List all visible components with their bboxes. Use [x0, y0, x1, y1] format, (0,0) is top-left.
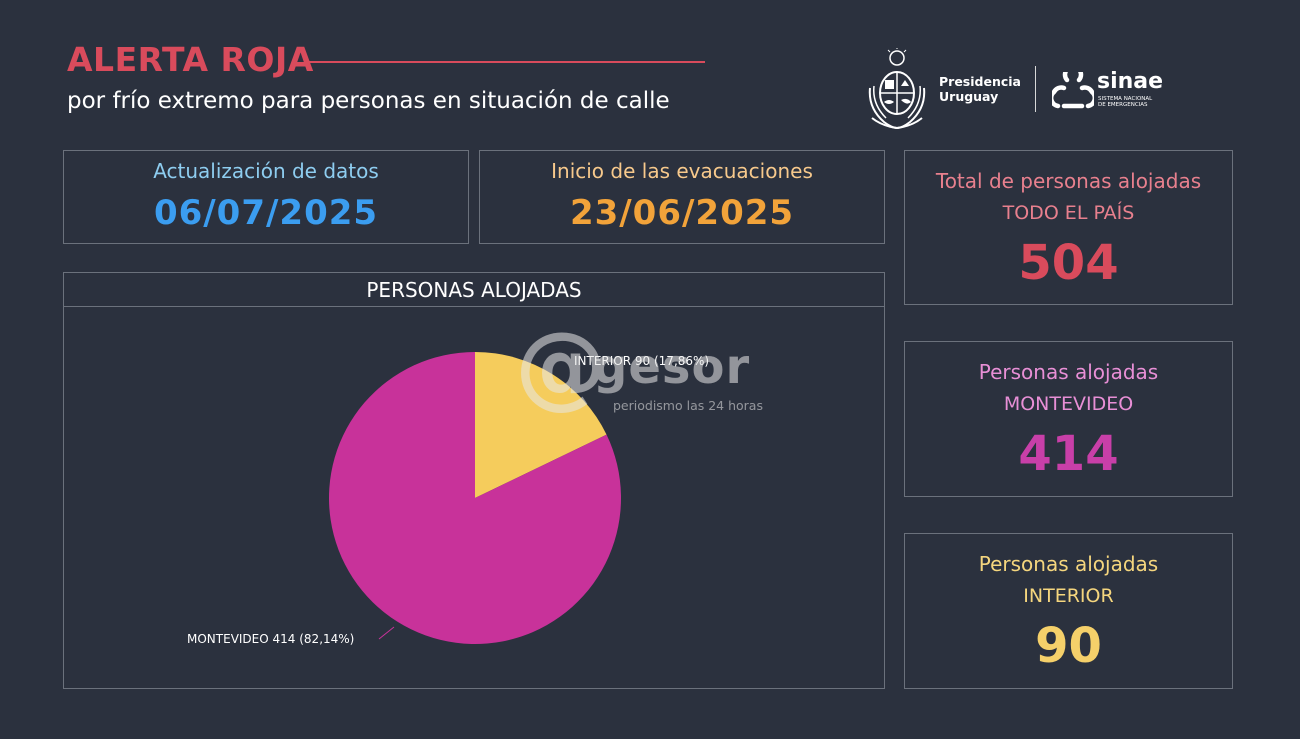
montevideo-housed-label: Personas alojadas [978, 360, 1159, 384]
pie-slice-montevideo [329, 352, 622, 644]
interior-housed-value: 90 [1035, 618, 1102, 674]
sinae-wordmark: sinae [1097, 69, 1164, 94]
logo-separator [1035, 66, 1036, 112]
sinae-sub-line1: SISTEMA NACIONAL [1098, 96, 1153, 102]
montevideo-housed-panel: Personas alojadas MONTEVIDEO 414 [904, 341, 1233, 497]
sinae-subtitle: SISTEMA NACIONAL DE EMERGENCIAS [1098, 96, 1152, 108]
watermark-tagline: periodismo las 24 horas [613, 398, 763, 413]
total-housed-value: 504 [1018, 235, 1119, 291]
presidencia-line2: Uruguay [939, 89, 999, 104]
presidencia-line1: Presidencia [939, 74, 1021, 89]
logos-area: Presidencia Uruguay sinae SISTEMA NACION… [866, 48, 1166, 130]
update-date-value: 06/07/2025 [153, 193, 379, 233]
evacuation-start-panel: Inicio de las evacuaciones 23/06/2025 [479, 150, 885, 244]
evacuation-start-value: 23/06/2025 [569, 193, 795, 233]
evacuation-start-label: Inicio de las evacuaciones [551, 159, 813, 183]
update-date-panel: Actualización de datos 06/07/2025 [63, 150, 469, 244]
watermark-word: gesor [593, 339, 751, 395]
montevideo-housed-value: 414 [1018, 426, 1119, 482]
watermark-at: @ [515, 312, 607, 419]
interior-housed-scope: INTERIOR [1023, 585, 1114, 607]
total-housed-scope: TODO EL PAÍS [1002, 202, 1135, 224]
interior-housed-label: Personas alojadas [978, 552, 1159, 576]
montevideo-housed-scope: MONTEVIDEO [1003, 393, 1134, 415]
sinae-logo-icon [1052, 72, 1094, 109]
total-housed-panel: Total de personas alojadas TODO EL PAÍS … [904, 150, 1233, 305]
page-subtitle: por frío extremo para personas en situac… [67, 88, 670, 114]
chart-title: PERSONAS ALOJADAS [366, 278, 582, 302]
coat-of-arms-icon [868, 48, 926, 130]
page-title: ALERTA ROJA [67, 40, 314, 79]
watermark: @ gesor periodismo las 24 horas [515, 320, 795, 420]
pie-label-interior: INTERIOR 90 (17,86%) [574, 354, 709, 368]
presidencia-uruguay-logo: Presidencia Uruguay [939, 74, 1021, 104]
update-date-label: Actualización de datos [153, 159, 379, 183]
total-housed-label: Total de personas alojadas [935, 169, 1202, 193]
pie-label-montevideo: MONTEVIDEO 414 (82,14%) [187, 632, 354, 646]
pie-slice-interior [475, 352, 607, 498]
sinae-sub-line2: DE EMERGENCIAS [1098, 102, 1148, 108]
interior-housed-panel: Personas alojadas INTERIOR 90 [904, 533, 1233, 689]
pie-chart-panel: PERSONAS ALOJADAS INTERIOR 90 (17,86%) MO… [63, 272, 885, 689]
title-rule [308, 61, 705, 63]
chart-title-divider [64, 306, 884, 307]
pie-chart: INTERIOR 90 (17,86%) MONTEVIDEO 414 (82,1… [187, 352, 709, 646]
pie-leader-line-montevideo [378, 626, 395, 640]
